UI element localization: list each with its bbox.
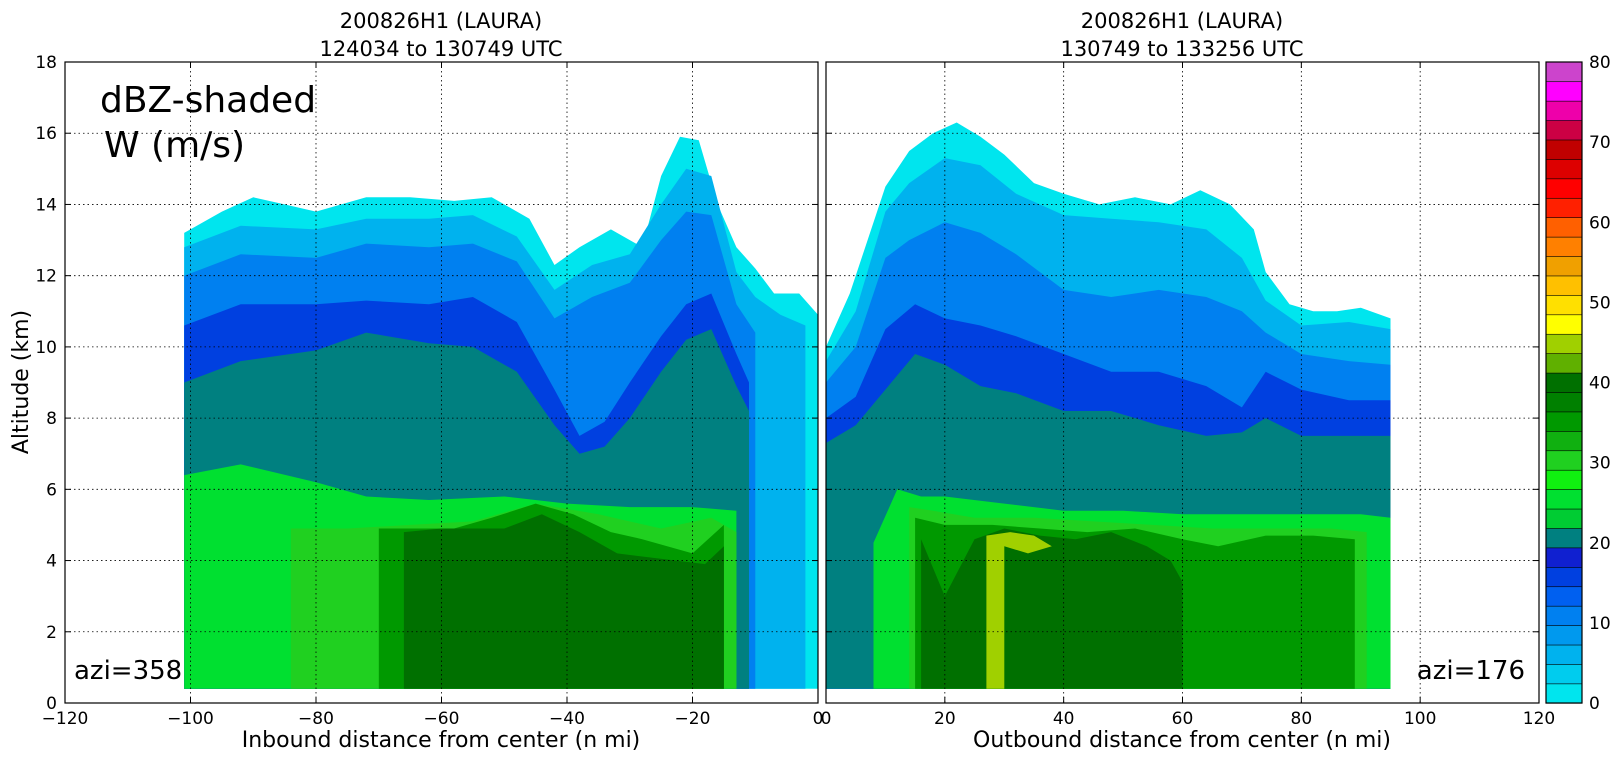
x-tick-label: −80 xyxy=(298,709,334,729)
colorbar-swatch xyxy=(1545,333,1583,354)
y-tick-label: 0 xyxy=(46,694,57,714)
colorbar-swatch xyxy=(1545,566,1583,588)
colorbar-swatch xyxy=(1545,353,1583,374)
colorbar-swatch xyxy=(1545,217,1583,238)
y-tick-label: 10 xyxy=(35,338,57,358)
azimuth-label-inbound: azi=358 xyxy=(74,656,182,686)
inbound-panel: −120 −100 −80 −60 −40 −20 0 0 2 4 6 8 10 12 14 16 18 20… xyxy=(9,9,823,753)
colorbar-tick-label: 40 xyxy=(1589,374,1611,394)
colorbar-swatch xyxy=(1545,119,1583,141)
colorbar-swatch xyxy=(1545,275,1583,296)
y-tick-label: 18 xyxy=(35,53,57,73)
colorbar-tick-label: 20 xyxy=(1589,534,1611,554)
colorbar-swatch xyxy=(1545,61,1583,83)
inbound-reflectivity-field xyxy=(184,136,818,689)
inbound-x-axis-label: Inbound distance from center (n mi) xyxy=(242,728,641,753)
colorbar-tick-label: 10 xyxy=(1589,614,1611,634)
outbound-reflectivity-field xyxy=(826,122,1391,689)
outbound-panel: 0 20 40 60 80 100 120 200826H1 (LAURA) 130749 … xyxy=(821,9,1556,753)
colorbar-swatch xyxy=(1545,255,1583,277)
colorbar-swatch xyxy=(1545,489,1583,510)
x-tick-label: 20 xyxy=(934,709,956,729)
inbound-y-ticks: 0 2 4 6 8 10 12 14 16 18 xyxy=(35,53,57,714)
x-tick-label: 100 xyxy=(1404,709,1436,729)
colorbar-swatch xyxy=(1545,547,1583,568)
colorbar xyxy=(1545,61,1583,704)
x-tick-label: 0 xyxy=(821,709,832,729)
reflectivity-band-45dbz xyxy=(986,532,1052,689)
x-tick-label: −120 xyxy=(42,709,89,729)
colorbar-swatch xyxy=(1545,411,1583,432)
inbound-title-line1: 200826H1 (LAURA) xyxy=(340,9,542,33)
colorbar-swatch xyxy=(1545,683,1583,704)
colorbar-ticks: 0 10 20 30 40 50 60 70 80 xyxy=(1589,53,1611,714)
colorbar-tick-label: 30 xyxy=(1589,454,1611,474)
x-tick-label: 120 xyxy=(1523,709,1555,729)
colorbar-swatch xyxy=(1545,158,1583,180)
inbound-x-ticks: −120 −100 −80 −60 −40 −20 0 xyxy=(42,62,824,729)
y-tick-label: 14 xyxy=(35,195,57,215)
colorbar-swatch xyxy=(1545,508,1583,529)
x-tick-label: −20 xyxy=(675,709,711,729)
colorbar-swatch xyxy=(1545,294,1583,316)
colorbar-tick-label: 0 xyxy=(1589,694,1600,714)
colorbar-swatch xyxy=(1545,314,1583,335)
x-tick-label: −100 xyxy=(167,709,214,729)
x-tick-label: 60 xyxy=(1172,709,1194,729)
outbound-grid xyxy=(826,61,1539,704)
colorbar-swatch xyxy=(1545,586,1583,607)
colorbar-swatch xyxy=(1545,605,1583,626)
y-axis-label: Altitude (km) xyxy=(9,310,34,454)
x-tick-label: 0 xyxy=(813,709,824,729)
colorbar-swatch xyxy=(1545,663,1583,685)
y-tick-label: 12 xyxy=(35,267,57,287)
reflectivity-band-40dbz xyxy=(403,514,724,689)
x-tick-label: 40 xyxy=(1053,709,1075,729)
annotation-dbz-shaded: dBZ-shaded xyxy=(100,80,316,121)
colorbar-swatch xyxy=(1545,100,1583,121)
y-tick-label: 8 xyxy=(46,409,57,429)
azimuth-label-outbound: azi=176 xyxy=(1417,656,1525,686)
colorbar-frame xyxy=(1545,61,1583,704)
colorbar-tick-label: 60 xyxy=(1589,213,1611,233)
y-tick-label: 2 xyxy=(46,623,57,643)
y-tick-label: 16 xyxy=(35,124,57,144)
y-tick-label: 6 xyxy=(46,480,57,500)
colorbar-swatch xyxy=(1545,644,1583,665)
colorbar-tick-label: 50 xyxy=(1589,293,1611,313)
y-tick-label: 4 xyxy=(46,552,57,572)
annotation-w-ms: W (m/s) xyxy=(104,125,245,166)
x-tick-label: −40 xyxy=(549,709,585,729)
colorbar-swatch xyxy=(1545,450,1583,471)
colorbar-swatch xyxy=(1545,624,1583,646)
x-tick-label: 80 xyxy=(1291,709,1313,729)
colorbar-tick-label: 70 xyxy=(1589,133,1611,153)
outbound-x-ticks: 0 20 40 60 80 100 120 xyxy=(821,62,1555,729)
colorbar-tick-label: 80 xyxy=(1589,53,1611,73)
colorbar-swatch xyxy=(1545,527,1583,549)
colorbar-swatch xyxy=(1545,178,1583,199)
colorbar-swatch xyxy=(1545,197,1583,218)
colorbar-swatch xyxy=(1545,469,1583,490)
outbound-x-axis-label: Outbound distance from center (n mi) xyxy=(973,728,1391,753)
colorbar-swatch xyxy=(1545,430,1583,452)
outbound-title-line2: 130749 to 133256 UTC xyxy=(1060,37,1303,61)
outbound-title-line1: 200826H1 (LAURA) xyxy=(1081,9,1283,33)
colorbar-swatch xyxy=(1545,81,1583,102)
colorbar-swatch xyxy=(1545,391,1583,413)
colorbar-swatch xyxy=(1545,372,1583,393)
colorbar-swatch xyxy=(1545,139,1583,160)
x-tick-label: −60 xyxy=(424,709,460,729)
inbound-title-line2: 124034 to 130749 UTC xyxy=(319,37,562,61)
colorbar-swatch xyxy=(1545,236,1583,257)
